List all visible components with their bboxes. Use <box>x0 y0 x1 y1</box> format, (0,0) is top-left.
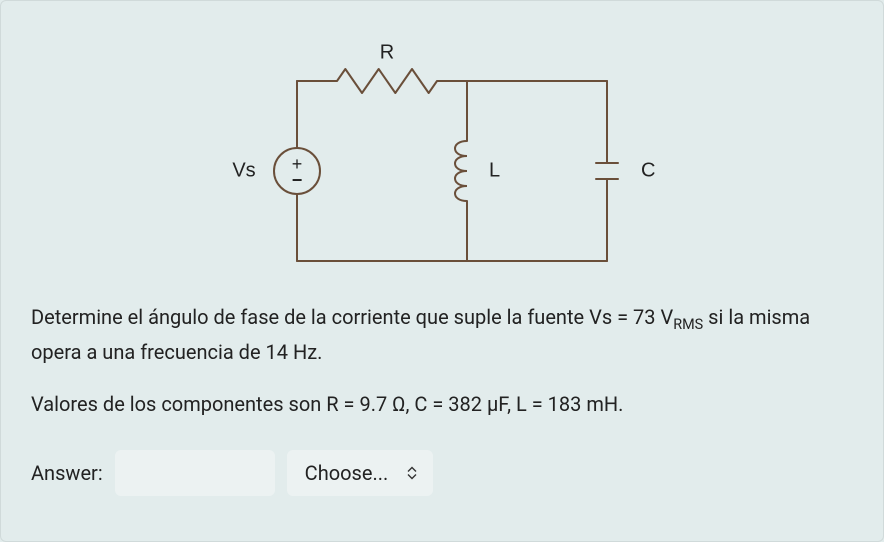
answer-row: Answer: Choose... <box>31 450 853 496</box>
comp-end: . <box>618 392 623 416</box>
question-card: +−VsRLC Determine el ángulo de fase de l… <box>0 0 884 542</box>
svg-text:−: − <box>292 170 303 190</box>
svg-text:C: C <box>641 159 655 181</box>
q-vs-sub: RMS <box>673 316 703 333</box>
comp-sep: , L = <box>507 392 548 416</box>
comp-L: 183 mH <box>548 392 619 416</box>
comp-C: 382 µF <box>448 392 507 416</box>
circuit-diagram-container: +−VsRLC <box>31 21 853 291</box>
comp-pre: Valores de los componentes son R = <box>31 392 359 416</box>
unit-select-label: Choose... <box>305 461 389 485</box>
unit-select-box[interactable]: Choose... <box>287 450 433 496</box>
q-freq: 14 Hz <box>266 340 318 364</box>
unit-select[interactable]: Choose... <box>287 450 433 496</box>
circuit-diagram: +−VsRLC <box>177 21 707 291</box>
q-part: . <box>317 340 322 364</box>
q-vs-value: 73 <box>633 305 655 329</box>
svg-text:L: L <box>489 159 500 181</box>
comp-sep: , C = <box>405 392 448 416</box>
question-text: Determine el ángulo de fase de la corrie… <box>31 301 853 368</box>
comp-R: 9.7 Ω <box>359 392 405 416</box>
q-part: Determine el ángulo de fase de la corrie… <box>31 305 633 329</box>
q-vs-unit: V <box>656 305 674 329</box>
answer-label: Answer: <box>31 461 103 485</box>
component-values: Valores de los componentes son R = 9.7 Ω… <box>31 388 853 420</box>
svg-text:Vs: Vs <box>232 159 255 181</box>
svg-text:R: R <box>380 41 394 63</box>
answer-input[interactable] <box>115 450 275 496</box>
